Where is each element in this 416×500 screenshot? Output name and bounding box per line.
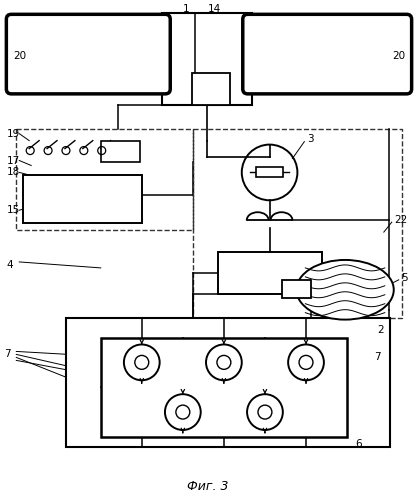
Text: 6: 6 [355, 439, 362, 449]
Bar [66, 318, 390, 447]
Text: 14: 14 [208, 4, 221, 15]
Bar [218, 252, 322, 294]
Bar [193, 128, 402, 318]
Text: 4: 4 [6, 260, 13, 270]
Text: 22: 22 [394, 215, 407, 225]
Bar [282, 280, 311, 297]
FancyBboxPatch shape [243, 14, 411, 94]
Text: 7: 7 [5, 350, 11, 360]
FancyBboxPatch shape [6, 14, 170, 94]
Bar [16, 128, 193, 230]
Ellipse shape [297, 260, 394, 320]
Text: Фиг. 3: Фиг. 3 [187, 480, 229, 493]
Text: 1: 1 [183, 4, 190, 15]
Text: 20: 20 [392, 51, 405, 61]
Bar [162, 14, 252, 105]
Text: 15: 15 [6, 205, 20, 215]
Text: 2: 2 [377, 324, 384, 334]
Bar [101, 140, 141, 162]
Bar [192, 73, 230, 105]
Bar [256, 168, 283, 177]
Text: 5: 5 [401, 273, 407, 283]
Text: 7: 7 [374, 352, 381, 362]
Bar [101, 338, 347, 437]
Text: 18: 18 [6, 168, 20, 177]
Text: 19: 19 [6, 128, 20, 138]
Text: 17: 17 [6, 156, 20, 166]
Text: 3: 3 [307, 134, 314, 143]
Text: 20: 20 [13, 51, 27, 61]
Bar [23, 176, 142, 223]
